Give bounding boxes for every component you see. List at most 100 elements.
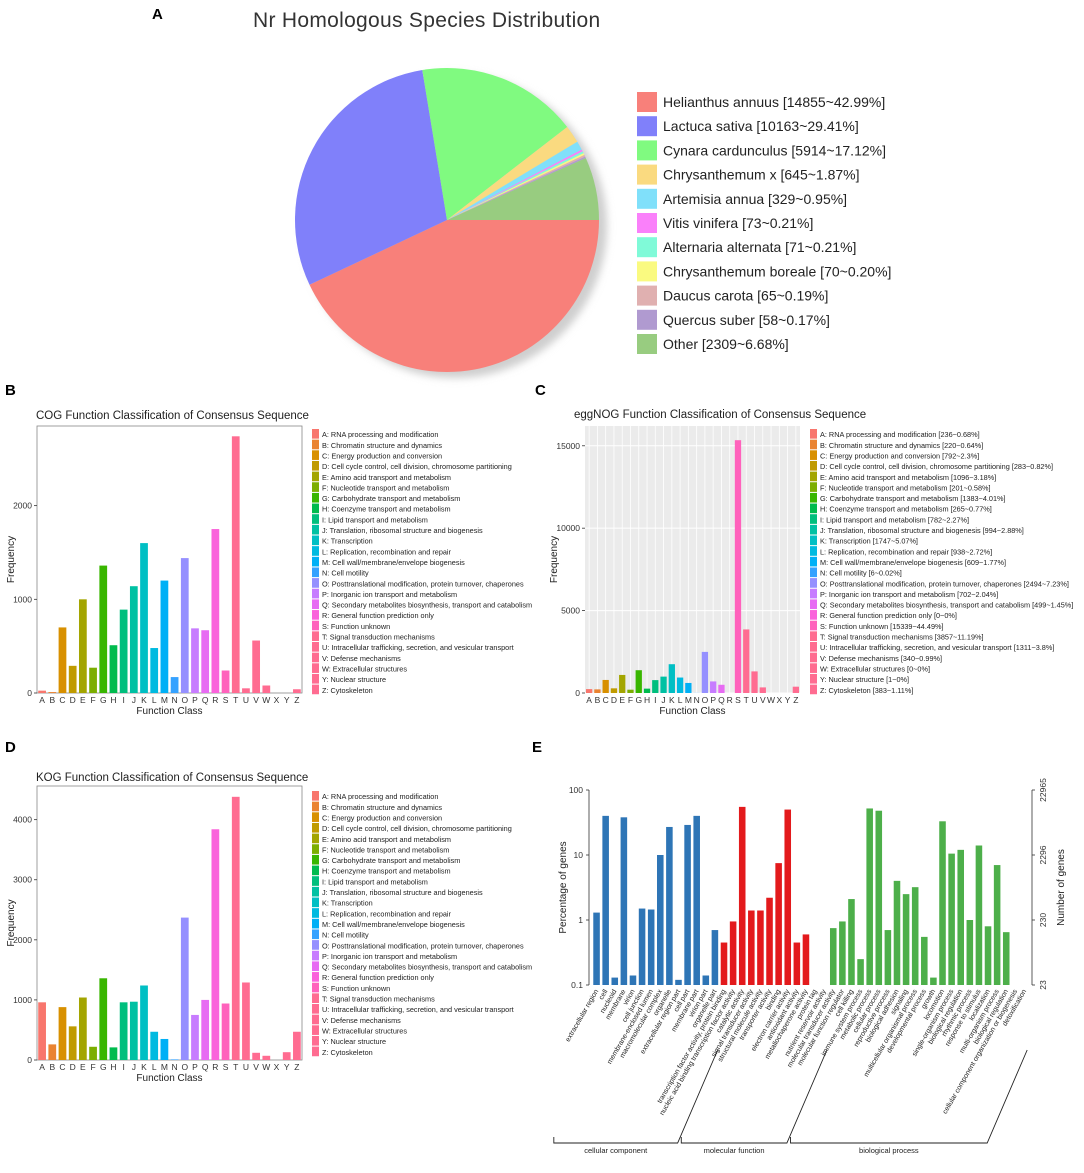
legend-label: L: Replication, recombination and repair — [322, 547, 452, 556]
legend-swatch — [810, 546, 817, 556]
go-bar — [729, 921, 737, 985]
bar-B — [48, 692, 57, 693]
legend-swatch — [810, 514, 817, 524]
bar-J — [129, 586, 138, 693]
kog-title: KOG Function Classification of Consensus… — [36, 772, 308, 784]
go-bar — [793, 942, 801, 985]
pie-legend-swatch — [637, 140, 657, 161]
legend-swatch — [312, 642, 319, 652]
x-tick-label: Z — [793, 695, 798, 705]
go-bar — [611, 977, 619, 985]
x-tick-label: L — [152, 695, 157, 705]
panel-label-e: E — [532, 739, 542, 756]
legend-swatch — [312, 929, 319, 940]
go-term-label: cell — [598, 988, 610, 1001]
legend-label: P: Inorganic ion transport and metabolis… — [322, 590, 457, 599]
bar-N — [170, 1059, 179, 1060]
x-tick-label: D — [70, 695, 76, 705]
legend-swatch — [810, 429, 817, 439]
legend-swatch — [312, 950, 319, 961]
legend-label: J: Translation, ribosomal structure and … — [322, 526, 483, 535]
legend-swatch — [810, 631, 817, 641]
x-tick-label: P — [192, 695, 198, 705]
pie-slice-10 — [447, 158, 599, 220]
pie-legend-label: Quercus suber [58~0.17%] — [663, 312, 830, 328]
bar-K — [668, 664, 675, 693]
legend-label: Z: Cytoskeleton — [322, 686, 373, 695]
legend-label: K: Transcription [1747~5.07%] — [820, 537, 918, 546]
legend-label: H: Coenzyme transport and metabolism — [322, 867, 451, 876]
legend-swatch — [810, 556, 817, 567]
legend-label: B: Chromatin structure and dynamics [220… — [820, 441, 983, 450]
go-bar — [593, 912, 600, 985]
bar-Z — [293, 1031, 301, 1060]
legend-swatch — [312, 620, 319, 631]
bar-N — [170, 677, 179, 693]
bar-P — [710, 681, 717, 693]
go-bar — [839, 921, 846, 985]
x-tick-label: I — [122, 1062, 124, 1072]
x-tick-label: T — [233, 695, 238, 705]
pie-legend-swatch — [637, 334, 657, 354]
pie-legend-swatch — [637, 261, 657, 282]
x-tick-label: S — [223, 695, 229, 705]
x-tick-label: V — [253, 1062, 259, 1072]
legend-swatch — [312, 854, 319, 865]
y-tick-label: 0 — [575, 688, 580, 698]
go-bar — [629, 975, 637, 985]
legend-label: F: Nucleotide transport and metabolism [… — [820, 483, 991, 492]
legend-swatch — [312, 918, 319, 929]
pie-legend-swatch — [637, 116, 657, 137]
legend-swatch — [810, 588, 817, 599]
y2-tick-label: 2296 — [1038, 845, 1048, 864]
legend-label: C: Energy production and conversion — [322, 451, 442, 460]
legend-label: F: Nucleotide transport and metabolism — [322, 845, 449, 854]
x-tick-label: G — [100, 695, 107, 705]
legend-swatch — [312, 599, 319, 610]
go-bar — [829, 928, 837, 985]
legend-swatch — [312, 492, 319, 503]
go-bar — [757, 910, 764, 985]
x-tick-label: T — [744, 695, 749, 705]
x-tick-label: B — [49, 695, 55, 705]
legend-label: G: Carbohydrate transport and metabolism — [322, 856, 460, 865]
legend-label: O: Posttranslational modification, prote… — [322, 579, 524, 588]
x-tick-label: F — [628, 695, 633, 705]
legend-label: W: Extracellular structures — [322, 1026, 407, 1035]
pie-slice-4 — [447, 141, 582, 220]
go-bar — [957, 849, 964, 985]
pie-chart — [295, 67, 607, 378]
legend-label: F: Nucleotide transport and metabolism — [322, 483, 449, 492]
plot-area — [36, 425, 303, 694]
legend-label: Y: Nuclear structure — [322, 1037, 386, 1046]
y-tick-label: 100 — [569, 785, 583, 795]
x-tick-label: M — [685, 695, 692, 705]
legend-label: W: Extracellular structures — [322, 664, 407, 673]
legend-label: I: Lipid transport and metabolism [782~2… — [820, 515, 969, 524]
legend-label: A: RNA processing and modification — [322, 430, 438, 439]
legend-label: S: Function unknown — [322, 984, 390, 993]
x-tick-label: S — [223, 1062, 229, 1072]
x-tick-label: D — [611, 695, 617, 705]
x-tick-label: E — [80, 695, 86, 705]
pie-slice-1 — [295, 70, 447, 285]
plot-area — [585, 426, 800, 693]
bar-R — [211, 529, 220, 693]
x-tick-label: G — [100, 1062, 107, 1072]
x-tick-label: C — [59, 695, 65, 705]
legend-swatch — [810, 599, 817, 610]
legend-label: E: Amino acid transport and metabolism — [322, 473, 451, 482]
pie-legend-label: Vitis vinifera [73~0.21%] — [663, 215, 813, 231]
legend-label: N: Cell motility [6~0.02%] — [820, 569, 902, 578]
go-group-bracket — [553, 1049, 719, 1144]
legend-label: L: Replication, recombination and repair… — [820, 547, 992, 556]
legend-label: C: Energy production and conversion [792… — [820, 451, 979, 460]
legend-swatch — [312, 844, 319, 854]
go-group-bracket — [790, 1049, 1028, 1144]
legend-swatch — [810, 450, 817, 460]
x-tick-label: O — [181, 1062, 188, 1072]
bar-H — [109, 1047, 118, 1060]
legend-swatch — [312, 993, 319, 1003]
bar-P — [191, 1014, 199, 1060]
bar-W — [262, 685, 271, 693]
